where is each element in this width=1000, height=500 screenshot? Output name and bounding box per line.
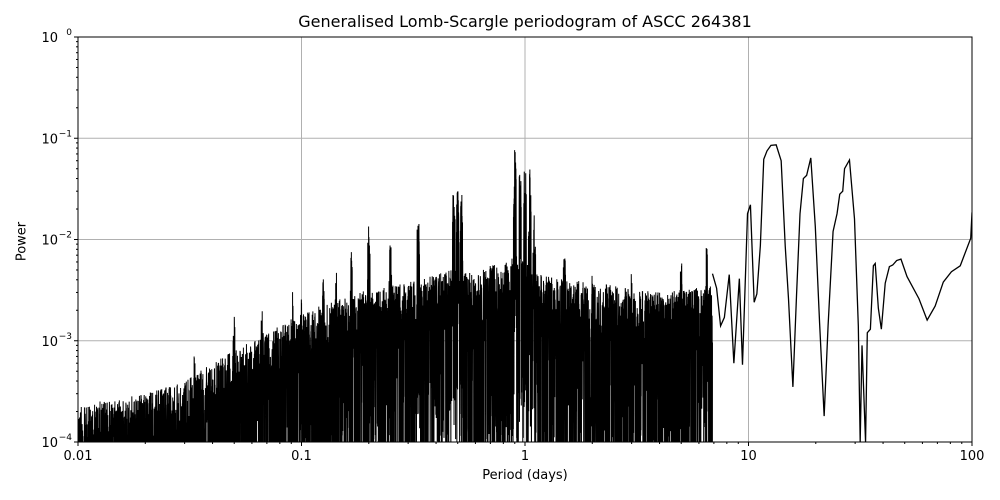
- x-tick-label: 1: [521, 449, 529, 464]
- x-tick-label: 0.1: [291, 449, 312, 464]
- x-axis-label: Period (days): [482, 468, 568, 483]
- periodogram-smooth-series: [711, 144, 972, 442]
- periodogram-noise-series: [78, 150, 713, 442]
- y-tick-label: 10: [41, 31, 58, 46]
- y-tick-label: 10: [41, 132, 58, 147]
- svg-text:−1: −1: [59, 129, 72, 139]
- x-tick-label: 0.01: [64, 449, 93, 464]
- y-tick-label: 10: [41, 234, 58, 249]
- svg-text:−2: −2: [59, 231, 72, 241]
- svg-text:−3: −3: [59, 332, 72, 342]
- svg-text:0: 0: [66, 28, 72, 38]
- x-tick-label: 100: [960, 449, 985, 464]
- svg-text:−4: −4: [59, 433, 73, 443]
- y-tick-label: 10: [41, 335, 58, 350]
- y-tick-label: 10: [41, 436, 58, 451]
- x-tick-label: 10: [740, 449, 757, 464]
- chart-title: Generalised Lomb-Scargle periodogram of …: [298, 12, 752, 31]
